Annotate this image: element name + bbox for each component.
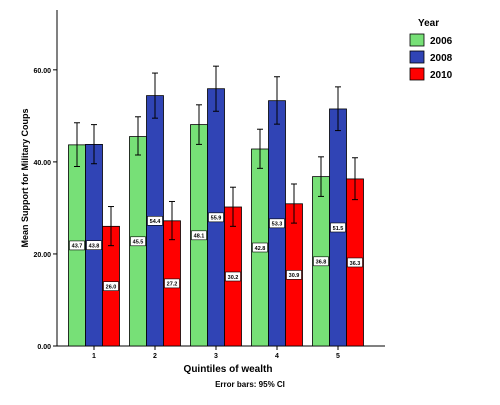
- data-label-box: [130, 236, 146, 247]
- data-label: 43.7: [72, 244, 83, 250]
- data-label-box: [164, 278, 180, 289]
- error-bars-group: [74, 65, 358, 247]
- data-label: 51.5: [333, 226, 344, 232]
- legend-label: 2006: [430, 36, 453, 47]
- data-label-box: [269, 218, 285, 229]
- legend-swatch: [409, 50, 425, 64]
- data-label-box: [330, 222, 346, 233]
- y-tick-label: 20.00: [33, 252, 51, 259]
- data-label-box: [286, 270, 302, 280]
- data-label: 55.9: [211, 216, 222, 222]
- data-label: 48.1: [194, 234, 205, 240]
- data-label-box: [313, 256, 329, 267]
- data-label: 45.5: [133, 240, 144, 246]
- error-bar-note: Error bars: 95% CI: [215, 380, 285, 389]
- data-label: 36.3: [350, 261, 361, 267]
- data-label-box: [252, 242, 268, 253]
- legend: Year 2006 2008 2010: [409, 18, 453, 81]
- y-tick-label: 0.00: [37, 344, 51, 351]
- data-label-box: [103, 281, 119, 291]
- data-label: 43.8: [89, 244, 100, 250]
- data-label: 30.2: [228, 275, 239, 281]
- x-axis-label: Quintiles of wealth: [184, 364, 273, 375]
- x-tick-label: 5: [336, 353, 340, 360]
- value-labels-group: 43.7 43.8 26.0 45.5 54.4 27.2 48.1 55.9 30.2 42.8…: [69, 212, 363, 291]
- x-tick-label: 2: [153, 353, 157, 360]
- x-tick-label: 1: [92, 353, 96, 360]
- y-tick-label: 60.00: [33, 68, 51, 75]
- x-tick-label: 4: [275, 353, 279, 360]
- data-label: 30.9: [289, 273, 300, 279]
- legend-swatch: [409, 33, 425, 47]
- data-label: 54.4: [150, 219, 162, 225]
- data-label: 36.8: [316, 260, 327, 266]
- data-label-box: [69, 240, 85, 251]
- y-axis-label: Mean Support for Military Coups: [20, 108, 30, 247]
- legend-swatch: [409, 67, 425, 81]
- data-label: 42.8: [255, 246, 266, 252]
- legend-label: 2008: [430, 53, 453, 64]
- data-label-box: [191, 230, 207, 241]
- data-label-box: [225, 271, 241, 282]
- x-tick-label: 3: [214, 353, 218, 360]
- data-label-box: [86, 240, 102, 250]
- legend-label: 2010: [430, 70, 453, 81]
- legend-title: Year: [418, 18, 439, 29]
- data-label: 53.3: [272, 222, 283, 228]
- data-label-box: [208, 212, 224, 223]
- y-tick-label: 40.00: [33, 160, 51, 167]
- data-label-box: [147, 216, 163, 226]
- data-label-box: [347, 257, 363, 268]
- data-label: 27.2: [167, 282, 178, 288]
- data-label: 26.0: [106, 284, 117, 290]
